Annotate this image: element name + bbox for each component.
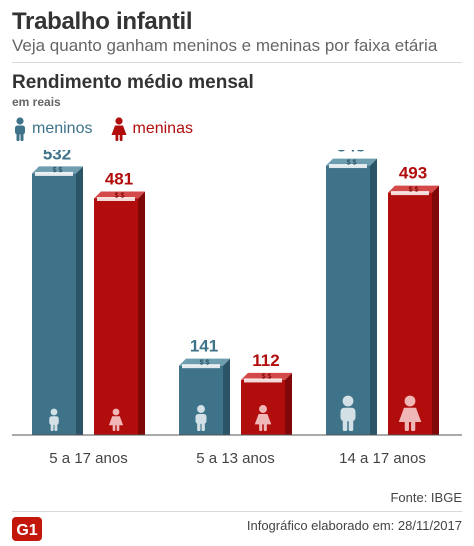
footer-divider xyxy=(12,511,462,512)
bar-side-girls-1 xyxy=(138,191,145,435)
boy-icon xyxy=(15,117,25,141)
money-band-girls-2 xyxy=(244,378,282,383)
girl-icon-girls-3 xyxy=(398,395,422,431)
footer-date: Infográfico elaborado em: 28/11/2017 xyxy=(246,518,462,533)
source-note: Fonte: IBGE xyxy=(390,490,462,505)
bar-boys-2 xyxy=(179,365,223,435)
money-symbol-boys-1: $ $ xyxy=(53,167,63,174)
category-label-1: 5 a 17 anos xyxy=(49,450,127,467)
bar-top-boys-3 xyxy=(326,158,377,166)
legend-label-boys: meninos xyxy=(32,120,93,137)
value-label-boys-3: 548 xyxy=(337,150,365,156)
bar-side-boys-3 xyxy=(370,158,377,436)
girl-icon xyxy=(111,117,127,141)
money-symbol-girls-2: $ $ xyxy=(262,374,272,381)
value-label-girls-2: 112 xyxy=(252,351,279,370)
value-label-girls-3: 493 xyxy=(399,164,427,183)
bar-girls-1 xyxy=(94,198,138,435)
bar-side-girls-2 xyxy=(285,372,292,435)
bar-boys-1 xyxy=(32,173,76,435)
boy-icon-boys-3 xyxy=(340,395,356,431)
girl-icon-girls-2 xyxy=(254,405,272,431)
g1-logo-text: G1 xyxy=(16,522,37,539)
category-label-2: 5 a 13 anos xyxy=(196,450,274,467)
chart-title: Rendimento médio mensal xyxy=(12,72,254,93)
money-symbol-girls-1: $ $ xyxy=(115,192,125,199)
bar-top-boys-1 xyxy=(32,166,83,174)
money-symbol-girls-3: $ $ xyxy=(409,186,419,193)
value-label-boys-2: 141 xyxy=(190,337,218,356)
bar-top-boys-2 xyxy=(179,358,230,366)
page-title: Trabalho infantil xyxy=(12,8,193,35)
boy-icon-boys-1 xyxy=(49,408,59,431)
money-band-boys-3 xyxy=(329,164,367,169)
bar-chart: $ $ 532 $ $ 481 5 a 17 anos $ $ 141 $ $ 112 5 a 1… xyxy=(12,150,462,467)
bar-top-girls-1 xyxy=(94,191,145,199)
money-symbol-boys-2: $ $ xyxy=(200,359,210,366)
value-label-boys-1: 532 xyxy=(43,150,71,163)
category-label-3: 14 a 17 anos xyxy=(339,450,426,467)
chart-unit: em reais xyxy=(12,95,61,109)
value-label-girls-1: 481 xyxy=(105,170,133,189)
money-band-boys-1 xyxy=(35,171,73,176)
bar-boys-3 xyxy=(326,165,370,436)
bar-side-girls-3 xyxy=(432,185,439,435)
money-band-girls-1 xyxy=(97,197,135,202)
bar-side-boys-1 xyxy=(76,166,83,435)
legend-item-boys: meninos xyxy=(12,117,92,141)
bar-side-boys-2 xyxy=(223,358,230,435)
bar-top-girls-3 xyxy=(388,185,439,193)
g1-logo: G1 xyxy=(12,517,42,546)
legend: meninos meninas xyxy=(12,114,211,144)
bar-top-girls-2 xyxy=(241,372,292,380)
money-band-girls-3 xyxy=(391,191,429,196)
money-band-boys-2 xyxy=(182,364,220,369)
page-subtitle: Veja quanto ganham meninos e meninas por… xyxy=(12,36,438,55)
legend-label-girls: meninas xyxy=(132,120,193,137)
boy-icon-boys-2 xyxy=(195,405,207,431)
header-divider xyxy=(12,62,462,63)
legend-item-girls: meninas xyxy=(110,117,193,141)
bar-girls-3 xyxy=(388,192,432,435)
girl-icon-girls-1 xyxy=(108,408,124,431)
money-symbol-boys-3: $ $ xyxy=(347,159,357,166)
